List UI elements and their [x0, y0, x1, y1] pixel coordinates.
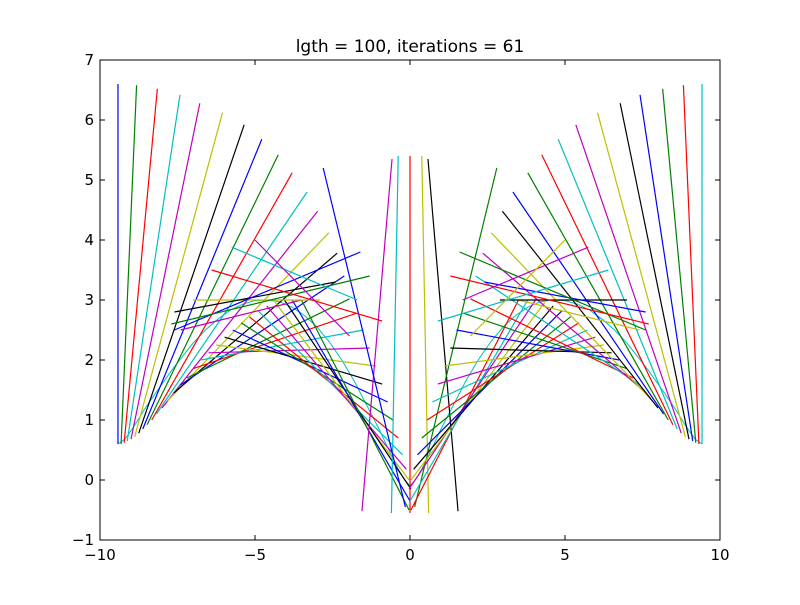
y-tick-label: 6 [84, 111, 94, 129]
series-line [167, 232, 330, 402]
series-line [151, 172, 293, 421]
series-line [421, 316, 571, 439]
y-tick-label: 0 [84, 471, 94, 489]
series-line [518, 299, 640, 331]
series-line [142, 138, 263, 430]
series-line [193, 312, 357, 369]
series-line [470, 298, 634, 379]
series-line [575, 124, 682, 434]
x-tick-label: −10 [84, 546, 116, 564]
y-tick-label: 4 [84, 231, 94, 249]
series-line [414, 167, 498, 508]
series-line [512, 191, 665, 415]
series-line [208, 347, 370, 354]
x-tick-label: 5 [560, 546, 570, 564]
series-line [179, 275, 345, 386]
series-line [180, 299, 302, 331]
series-line [459, 251, 646, 331]
series-line [173, 252, 338, 394]
y-tick-label: 1 [84, 411, 94, 429]
series-line [171, 275, 370, 325]
series-line [130, 103, 201, 440]
series-line [174, 281, 336, 313]
series-line [200, 329, 364, 361]
series-line [410, 302, 546, 481]
x-tick-label: −5 [244, 546, 266, 564]
y-tick-label: 7 [84, 51, 94, 69]
series-line [211, 269, 383, 322]
series-line [619, 103, 690, 440]
series-line [174, 251, 361, 331]
series-line [266, 305, 407, 470]
series-line [291, 299, 411, 502]
series-line [126, 94, 181, 442]
series-line [437, 336, 596, 385]
series-line [249, 316, 399, 439]
series-line [257, 310, 403, 456]
series-line [186, 298, 350, 379]
series-line [138, 124, 245, 434]
series-line [231, 246, 358, 301]
x-tick-label: 0 [405, 546, 415, 564]
series-line [146, 154, 279, 426]
series-line [482, 252, 647, 394]
plot-lines [117, 84, 703, 514]
series-line [475, 275, 641, 386]
series-line [541, 154, 674, 426]
series-line [444, 344, 604, 367]
y-tick-label: −1 [72, 531, 94, 549]
y-tick-label: 3 [84, 291, 94, 309]
series-line [322, 167, 406, 508]
series-line [274, 302, 410, 481]
series-line [527, 172, 669, 421]
series-line [300, 299, 410, 511]
series-line [470, 239, 566, 337]
series-line [254, 239, 350, 337]
series-line [123, 88, 158, 443]
series-line [437, 269, 609, 322]
series-line [462, 246, 589, 301]
series-line [408, 299, 537, 490]
series-line [639, 94, 694, 442]
series-line [120, 85, 138, 445]
series-line [456, 329, 620, 361]
y-tick-label: 2 [84, 351, 94, 369]
series-line [484, 281, 646, 313]
series-line [432, 329, 588, 403]
series-line [361, 158, 393, 512]
series-line [662, 88, 697, 443]
series-line [155, 191, 308, 415]
series-line [427, 158, 459, 512]
series-line [161, 210, 319, 409]
series-line [596, 112, 686, 437]
series-line [450, 275, 649, 325]
series-line [450, 347, 612, 354]
y-tick-label: 5 [84, 171, 94, 189]
series-line [682, 85, 700, 445]
x-tick-label: 10 [710, 546, 729, 564]
series-line [134, 112, 224, 437]
chart-title: lgth = 100, iterations = 61 [296, 37, 525, 57]
series-line [557, 138, 678, 430]
series-line [501, 210, 659, 409]
series-line [490, 232, 653, 402]
series-line [463, 312, 627, 369]
